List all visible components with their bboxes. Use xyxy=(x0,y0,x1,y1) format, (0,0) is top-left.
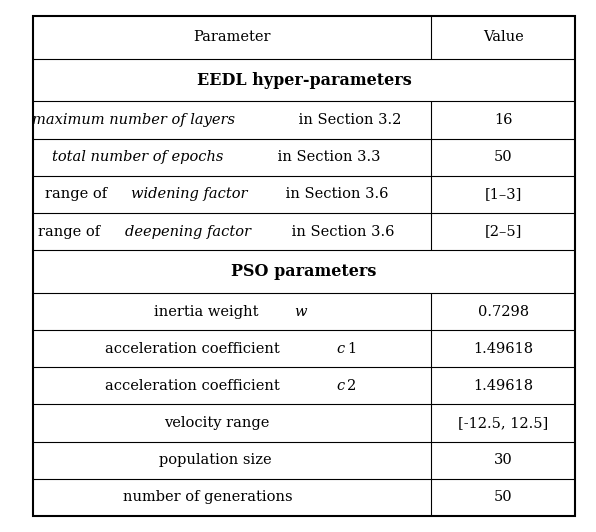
Text: [-12.5, 12.5]: [-12.5, 12.5] xyxy=(458,416,548,430)
Text: 2: 2 xyxy=(347,379,356,393)
Text: maximum number of layers: maximum number of layers xyxy=(32,113,235,127)
Text: 1.49618: 1.49618 xyxy=(473,379,533,393)
Text: inertia weight: inertia weight xyxy=(154,304,263,319)
Text: Value: Value xyxy=(483,30,524,44)
Text: acceleration coefficient: acceleration coefficient xyxy=(105,379,284,393)
Text: w: w xyxy=(294,304,307,319)
Text: c: c xyxy=(337,379,344,393)
Text: population size: population size xyxy=(160,453,272,467)
Text: range of: range of xyxy=(45,187,111,202)
Text: total number of epochs: total number of epochs xyxy=(52,150,224,164)
Text: in Section 3.3: in Section 3.3 xyxy=(274,150,381,164)
Text: in Section 3.6: in Section 3.6 xyxy=(287,225,395,239)
Text: Parameter: Parameter xyxy=(193,30,271,44)
Text: in Section 3.6: in Section 3.6 xyxy=(281,187,389,202)
Text: acceleration coefficient: acceleration coefficient xyxy=(105,342,284,356)
Text: PSO parameters: PSO parameters xyxy=(231,263,377,280)
Text: 1: 1 xyxy=(347,342,356,356)
Text: deepening factor: deepening factor xyxy=(125,225,250,239)
Text: 30: 30 xyxy=(494,453,513,467)
Text: 0.7298: 0.7298 xyxy=(478,304,529,319)
Text: c: c xyxy=(337,342,345,356)
Text: widening factor: widening factor xyxy=(131,187,247,202)
Text: 16: 16 xyxy=(494,113,513,127)
Text: 50: 50 xyxy=(494,491,513,504)
Text: 1.49618: 1.49618 xyxy=(473,342,533,356)
Text: range of: range of xyxy=(38,225,105,239)
Text: EEDL hyper-parameters: EEDL hyper-parameters xyxy=(197,72,411,89)
Text: velocity range: velocity range xyxy=(164,416,269,430)
Text: in Section 3.2: in Section 3.2 xyxy=(294,113,401,127)
Text: [1–3]: [1–3] xyxy=(485,187,522,202)
Text: [2–5]: [2–5] xyxy=(485,225,522,239)
Text: number of generations: number of generations xyxy=(123,491,292,504)
Text: 50: 50 xyxy=(494,150,513,164)
